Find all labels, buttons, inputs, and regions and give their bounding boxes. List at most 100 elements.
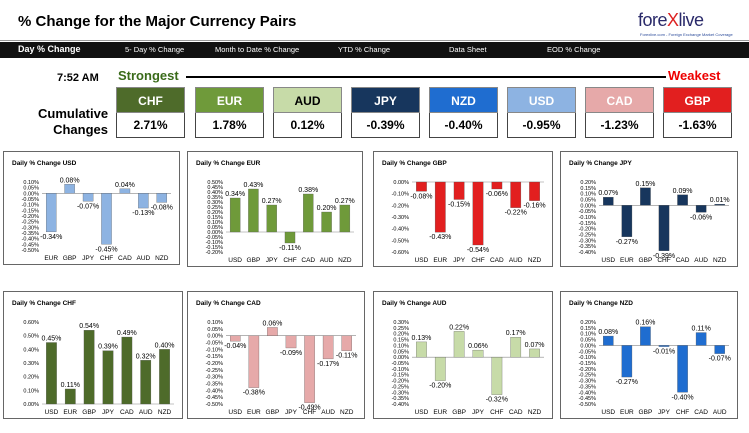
tab-data-sheet[interactable]: Data Sheet <box>449 45 487 54</box>
y-tick-label: 0.15% <box>393 338 409 344</box>
currency-code: CHF <box>116 87 185 113</box>
data-label: 0.13% <box>411 335 431 342</box>
y-tick-label: 0.05% <box>393 349 409 355</box>
y-tick-label: -0.25% <box>579 233 597 239</box>
x-category-label: JPY <box>266 257 279 264</box>
tab-day-change[interactable]: Day % Change <box>18 44 81 54</box>
bar-usd <box>46 342 57 405</box>
bar-nzd <box>159 349 170 405</box>
currency-code: JPY <box>351 87 420 113</box>
data-label: 0.45% <box>41 336 61 343</box>
data-label: -0.13% <box>132 210 154 217</box>
y-tick-label: -0.05% <box>579 349 597 355</box>
y-tick-label: -0.25% <box>22 220 40 226</box>
tab-5-day-change[interactable]: 5- Day % Change <box>125 45 185 54</box>
y-tick-label: 0.10% <box>393 343 409 349</box>
y-tick-label: -0.20% <box>392 203 410 209</box>
data-label: -0.11% <box>279 245 301 252</box>
y-tick-label: -0.30% <box>392 215 410 221</box>
data-label: 0.06% <box>468 343 488 350</box>
x-category-label: JPY <box>453 257 466 264</box>
data-label: -0.34% <box>40 234 62 241</box>
data-label: -0.15% <box>448 202 470 209</box>
bar-chart: 0.10%0.05%0.00%-0.05%-0.10%-0.15%-0.20%-… <box>206 320 358 416</box>
y-tick-label: -0.15% <box>206 245 224 251</box>
x-category-label: AUD <box>713 409 727 416</box>
y-tick-label: -0.20% <box>579 367 597 373</box>
y-tick-label: 0.40% <box>207 190 223 196</box>
y-tick-label: 0.00% <box>580 343 596 349</box>
data-label: 0.04% <box>115 182 135 189</box>
data-label: 0.32% <box>136 353 156 360</box>
x-category-label: EUR <box>44 255 58 262</box>
y-tick-label: -0.40% <box>579 250 597 256</box>
y-tick-label: 0.00% <box>23 191 39 197</box>
bar-chf <box>658 205 670 251</box>
x-category-label: CAD <box>490 257 504 264</box>
y-tick-label: -0.10% <box>206 240 224 246</box>
data-label: 0.20% <box>317 205 337 212</box>
chart-title: Daily % Change GBP <box>382 160 447 167</box>
bar-nzd <box>341 335 352 351</box>
chart-panel-usd: Daily % Change USD 0.10% 0.05% 0.00% -0.05% -… <box>3 151 180 265</box>
y-tick-label: -0.20% <box>206 250 224 256</box>
x-category-label: USD <box>228 257 242 264</box>
y-tick-label: -0.40% <box>579 390 597 396</box>
logo-text-a: fore <box>638 10 668 30</box>
x-category-label: AUD <box>694 257 708 264</box>
y-tick-label: 0.15% <box>207 215 223 221</box>
y-tick-label: 0.45% <box>207 185 223 191</box>
data-label: 0.08% <box>60 177 80 184</box>
bar-chart: 0.00% -0.10% -0.20% -0.30% -0.40% -0.50% -0.60… <box>392 180 546 264</box>
currency-cell-jpy: JPY -0.39% <box>351 87 420 138</box>
logo-tagline: Forexlive.com - Foreign Exchange Market … <box>640 32 733 37</box>
data-label: -0.32% <box>486 397 508 404</box>
data-label: -0.17% <box>317 361 339 368</box>
x-category-label: CHF <box>676 409 689 416</box>
bar-nzd <box>714 204 725 206</box>
y-tick-label: 0.00% <box>23 402 39 408</box>
bar-gbp <box>640 326 651 346</box>
currency-change-value: 2.71% <box>116 113 185 138</box>
data-label: -0.39% <box>653 253 675 260</box>
tab-ytd-change[interactable]: YTD % Change <box>338 45 391 54</box>
data-label: 0.16% <box>635 320 655 327</box>
x-category-label: CAD <box>694 409 708 416</box>
bar-aud <box>510 181 522 208</box>
data-label: -0.43% <box>429 234 451 241</box>
data-label: -0.27% <box>616 379 638 386</box>
cumulative-label: Cumulative Changes <box>38 106 108 138</box>
chart-title: Daily % Change NZD <box>569 300 633 307</box>
y-tick-label: 0.50% <box>23 334 39 340</box>
y-tick-label: 0.10% <box>23 388 39 394</box>
y-tick-label: 0.10% <box>207 220 223 226</box>
bar-chf <box>304 335 315 403</box>
y-tick-label: -0.35% <box>22 231 40 237</box>
chart-panel-aud: Daily % Change AUD 0.30% 0.25% 0.20% 0.15% 0.… <box>373 291 553 419</box>
x-category-label: NZD <box>158 409 172 416</box>
chart-title: Daily % Change USD <box>12 160 77 167</box>
tab-eod-change[interactable]: EOD % Change <box>547 45 601 54</box>
y-tick-label: -0.15% <box>392 373 410 379</box>
header-bar: % Change for the Major Currency Pairs fo… <box>0 0 749 41</box>
data-label: 0.06% <box>262 320 282 327</box>
bar-gbp <box>64 184 75 194</box>
currency-cell-cad: CAD -1.23% <box>585 87 654 138</box>
y-tick-label: 0.30% <box>393 320 409 326</box>
bar-gbp <box>248 188 259 233</box>
bar-cad <box>677 194 688 206</box>
data-label: -0.04% <box>224 343 246 350</box>
y-tick-label: -0.45% <box>206 395 224 401</box>
data-label: -0.38% <box>243 390 265 397</box>
bar-eur <box>64 388 76 405</box>
x-category-label: CAD <box>120 409 134 416</box>
y-tick-label: 0.35% <box>207 195 223 201</box>
bar-aud <box>321 211 332 233</box>
y-tick-label: -0.25% <box>579 373 597 379</box>
bar-jpy <box>82 193 94 202</box>
y-tick-label: -0.10% <box>392 192 410 198</box>
currency-change-value: -0.40% <box>429 113 498 138</box>
tab-month-to-date[interactable]: Month to Date % Change <box>215 45 300 54</box>
bar-jpy <box>658 345 670 347</box>
y-tick-label: -0.05% <box>206 235 224 241</box>
